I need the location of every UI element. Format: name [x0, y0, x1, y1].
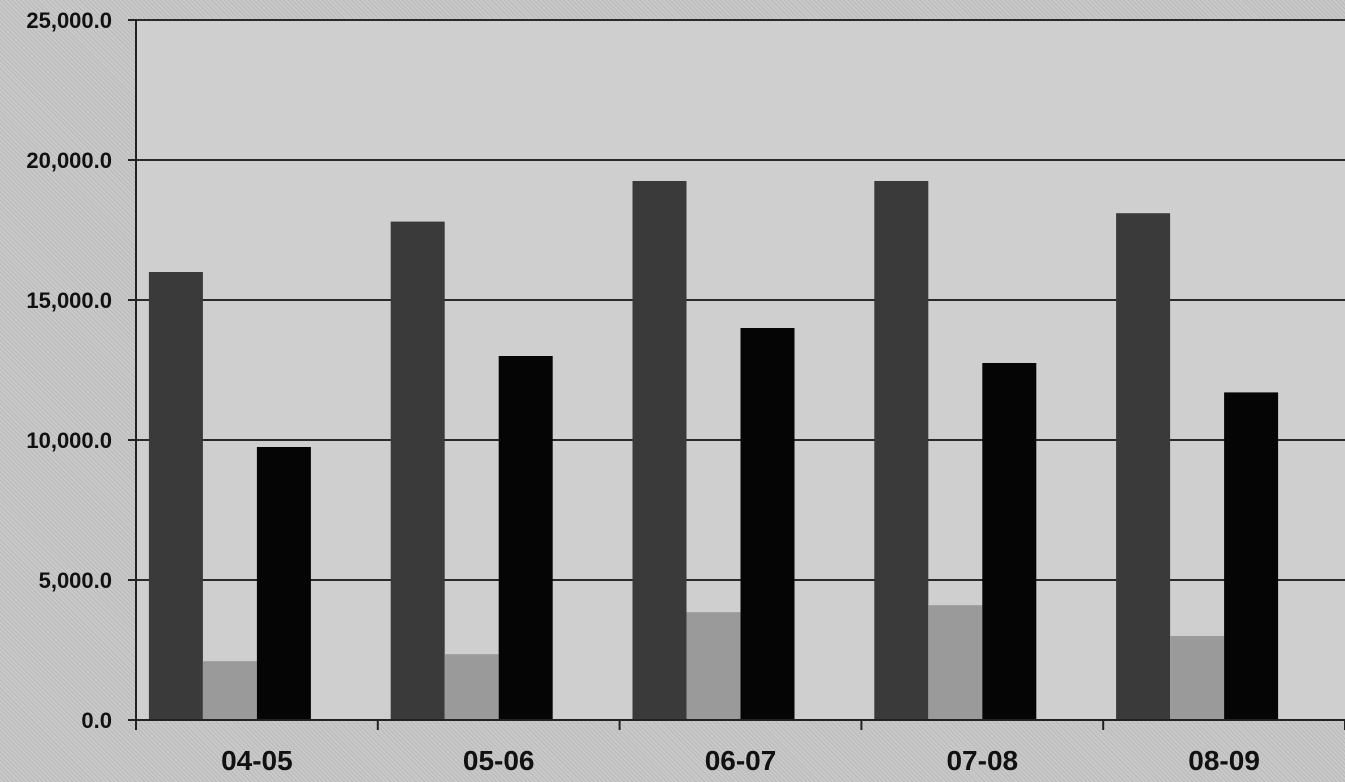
bar-series-1-08-09 [1116, 213, 1171, 720]
x-tick-label: 04-05 [221, 745, 293, 776]
bar-series-2-05-06 [444, 654, 499, 720]
x-tick-label: 07-08 [946, 745, 1018, 776]
x-tick-label: 05-06 [463, 745, 535, 776]
y-tick-label: 0.0 [81, 708, 112, 733]
bar-series-2-06-07 [686, 612, 741, 720]
y-tick-labels: 0.0 5,000.0 10,000.0 15,000.0 20,000.0 25,000… [26, 8, 112, 733]
bar-series-1-04-05 [148, 272, 203, 720]
x-ticks [135, 720, 1345, 730]
bar-series-3-05-06 [498, 356, 553, 720]
y-tick-label: 10,000.0 [26, 428, 112, 453]
x-tick-labels: 04-05 05-06 06-07 07-08 08-09 [221, 745, 1260, 776]
y-tick-label: 15,000.0 [26, 288, 112, 313]
bar-series-1-06-07 [632, 181, 687, 720]
y-tick-label: 20,000.0 [26, 148, 112, 173]
bar-series-3-07-08 [982, 363, 1037, 720]
x-tick-label: 08-09 [1188, 745, 1260, 776]
bar-series-1-07-08 [874, 181, 929, 720]
bar-series-2-07-08 [928, 605, 983, 720]
y-tick-label: 5,000.0 [39, 568, 112, 593]
bar-series-1-05-06 [390, 221, 445, 720]
bar-series-2-04-05 [202, 661, 257, 720]
bar-series-3-04-05 [256, 447, 311, 720]
bars [148, 181, 1279, 720]
bar-series-3-06-07 [740, 328, 795, 720]
x-tick-label: 06-07 [705, 745, 777, 776]
bar-series-2-08-09 [1170, 636, 1225, 720]
bar-series-3-08-09 [1224, 392, 1279, 720]
y-tick-label: 25,000.0 [26, 8, 112, 33]
